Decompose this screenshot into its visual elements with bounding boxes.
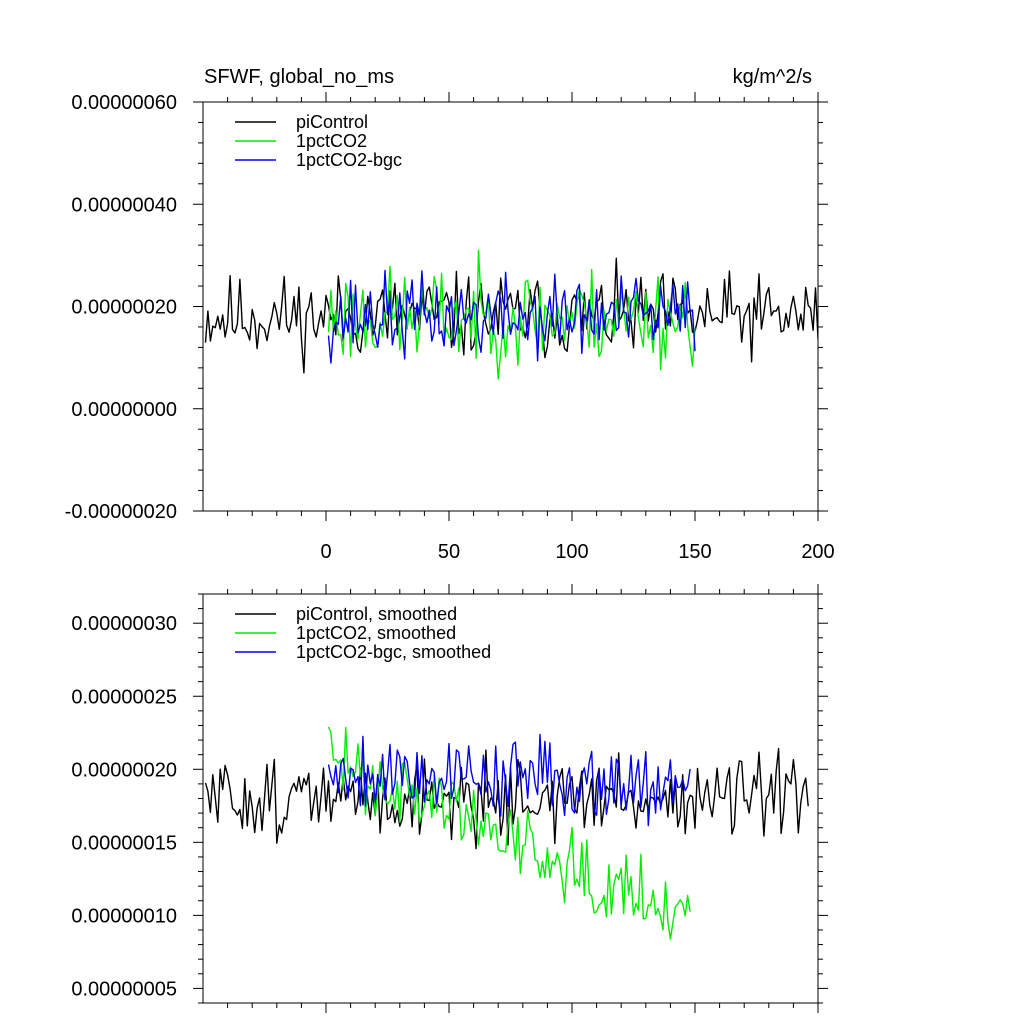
y-tick-label: 0.00000020 <box>71 297 177 319</box>
y-tick-label: 0.00000005 <box>71 978 177 1000</box>
chart-title-right: kg/m^2/s <box>733 66 812 88</box>
series-line-picontrol <box>204 257 818 374</box>
series-line-1pctco2-bgc <box>327 269 696 364</box>
legend-label: 1pctCO2, smoothed <box>296 623 456 643</box>
legend-label: 1pctCO2-bgc, smoothed <box>296 642 491 662</box>
top-panel: 0 50 100 150 200 -0.00000020 0.00000000 0.00000… <box>65 66 835 563</box>
y-tick-label: 0.00000020 <box>71 759 177 781</box>
y-tick-label: 0.00000025 <box>71 686 177 708</box>
bottom-panel: 0.00000005 0.00000010 0.00000015 0.00000020… <box>71 584 828 1013</box>
series-line-1pctco2 <box>327 249 696 380</box>
legend-label: piControl, smoothed <box>296 604 457 624</box>
series-group <box>204 249 818 380</box>
y-tick-label: 0.00000015 <box>71 832 177 854</box>
x-tick-label: 200 <box>801 541 834 563</box>
legend-label: piControl <box>296 112 368 132</box>
y-tick-label: 0.00000000 <box>71 399 177 421</box>
x-tick-label: 0 <box>320 541 331 563</box>
x-tick-label: 150 <box>678 541 711 563</box>
y-tick-label: 0.00000030 <box>71 613 177 635</box>
y-tick-label: -0.00000020 <box>65 501 177 523</box>
series-group <box>204 726 809 940</box>
legend-label: 1pctCO2 <box>296 131 367 151</box>
x-tick-label: 50 <box>438 541 460 563</box>
y-tick-label: 0.00000060 <box>71 92 177 114</box>
legend-label: 1pctCO2-bgc <box>296 150 402 170</box>
y-tick-label: 0.00000040 <box>71 194 177 216</box>
y-tick-label: 0.00000010 <box>71 905 177 927</box>
series-line-1pctco2-smoothed <box>327 726 691 940</box>
x-tick-label: 100 <box>555 541 588 563</box>
chart-title-left: SFWF, global_no_ms <box>204 66 394 88</box>
series-line-picontrol-smoothed <box>204 747 809 850</box>
series-line-1pctco2-bgc-smoothed <box>327 733 691 827</box>
